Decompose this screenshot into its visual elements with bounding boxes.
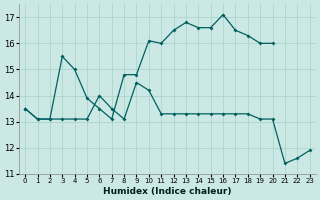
X-axis label: Humidex (Indice chaleur): Humidex (Indice chaleur) — [103, 187, 232, 196]
